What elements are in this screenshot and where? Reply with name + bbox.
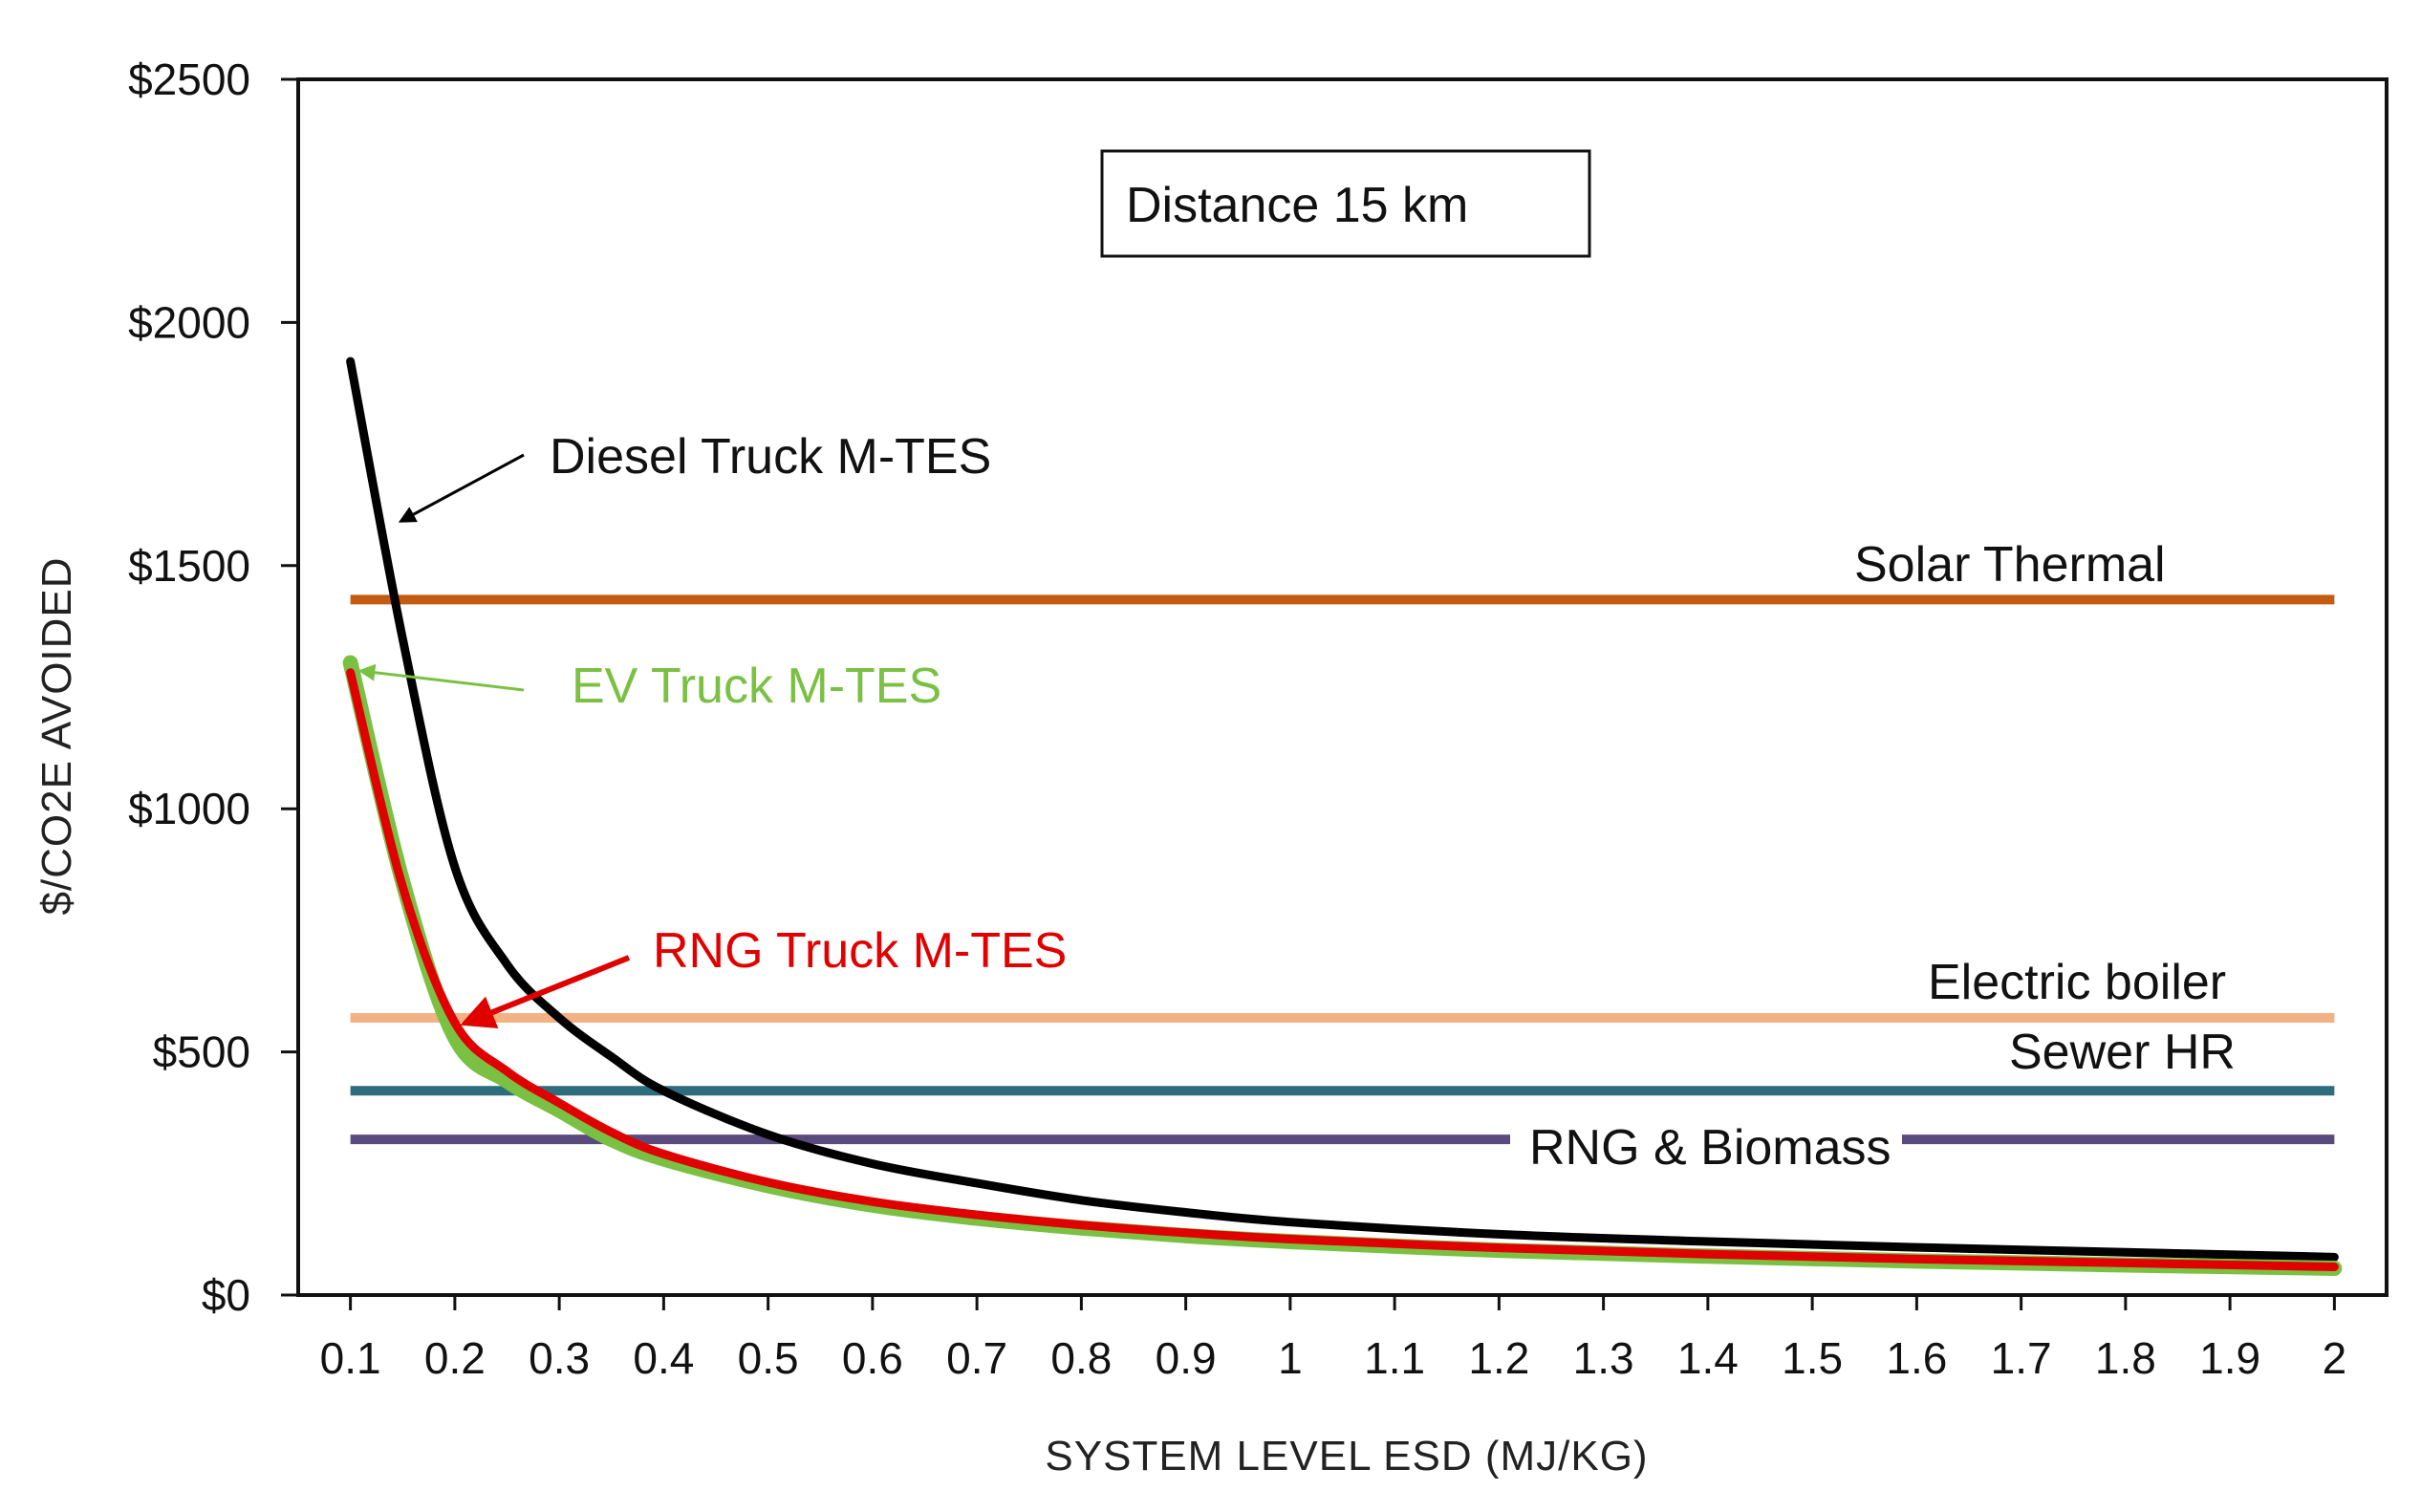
x-tick-label: 0.6 xyxy=(842,1333,903,1383)
x-tick-label: 1.6 xyxy=(1886,1333,1947,1383)
x-tick-label: 0.5 xyxy=(738,1333,799,1383)
y-tick-label: $2000 xyxy=(128,297,250,347)
x-tick-label: 1.1 xyxy=(1364,1333,1425,1383)
annotations: Solar Thermal Electric boiler Sewer HR RNG … xyxy=(357,429,2236,1176)
label-sewer-hr: Sewer HR xyxy=(2009,1025,2236,1080)
x-tick-label: 1.3 xyxy=(1573,1333,1634,1383)
distance-annotation-box xyxy=(1100,149,1591,258)
x-tick-label: 0.8 xyxy=(1050,1333,1112,1383)
y-tick-label: $500 xyxy=(153,1027,250,1077)
plot-area-frame xyxy=(296,77,2389,1297)
x-tick-label: 1.2 xyxy=(1468,1333,1529,1383)
y-tick-label: $2500 xyxy=(128,54,250,104)
x-tick-label: 1.9 xyxy=(2199,1333,2260,1383)
x-tick-label: 0.9 xyxy=(1156,1333,1217,1383)
arrow-ev-truck xyxy=(357,663,525,692)
label-ev-truck: EV Truck M-TES xyxy=(572,659,941,714)
series-line-diesel-truck-m-tes xyxy=(346,356,2339,1262)
x-tick-label: 0.7 xyxy=(946,1333,1007,1383)
y-tick-label: $1500 xyxy=(128,541,250,591)
label-diesel-truck: Diesel Truck M-TES xyxy=(550,429,991,485)
series-line-rng-truck-m-tes xyxy=(346,668,2339,1271)
y-axis-title: $/CO2E AVOIDED xyxy=(33,556,80,915)
x-axis-title: SYSTEM LEVEL ESD (MJ/KG) xyxy=(1045,1433,1648,1480)
label-electric-boiler: Electric boiler xyxy=(1928,955,2226,1010)
series-lines xyxy=(342,356,2343,1277)
y-axis-ticks: $0 $500 $1000 $1500 $2000 $2500 xyxy=(128,54,298,1320)
reference-lines xyxy=(350,594,2335,1145)
x-tick-label: 1.4 xyxy=(1677,1333,1739,1383)
x-axis-ticks: 0.1 0.2 0.3 0.4 0.5 0.6 0.7 0.8 0.9 1 1.1 1.2 1.3 1.4… xyxy=(320,1295,2347,1383)
x-tick-label: 1.7 xyxy=(1991,1333,2052,1383)
arrow-diesel-truck xyxy=(398,453,525,523)
arrow-rng-truck xyxy=(460,955,631,1029)
x-tick-label: 0.3 xyxy=(529,1333,590,1383)
distance-annotation-text: Distance 15 km xyxy=(1126,178,1468,233)
x-tick-label: 2 xyxy=(2323,1333,2347,1383)
label-rng-truck: RNG Truck M-TES xyxy=(653,923,1067,979)
x-tick-label: 0.2 xyxy=(424,1333,486,1383)
x-tick-label: 0.4 xyxy=(633,1333,694,1383)
x-tick-label: 1 xyxy=(1278,1333,1303,1383)
x-tick-label: 0.1 xyxy=(320,1333,381,1383)
x-tick-label: 1.8 xyxy=(2095,1333,2156,1383)
x-tick-label: 1.5 xyxy=(1782,1333,1843,1383)
label-solar-thermal: Solar Thermal xyxy=(1854,537,2166,593)
rng-biomass-label-gap xyxy=(1510,1126,1902,1154)
y-tick-label: $0 xyxy=(202,1270,250,1320)
label-rng-biomass: RNG & Biomass xyxy=(1529,1120,1891,1176)
y-tick-label: $1000 xyxy=(128,784,250,833)
